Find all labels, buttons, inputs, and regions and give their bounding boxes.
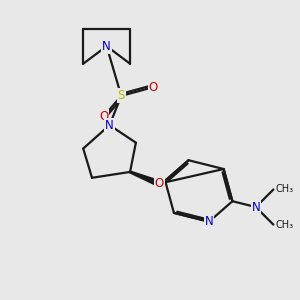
Text: N: N (205, 215, 213, 228)
Text: O: O (149, 81, 158, 94)
Polygon shape (130, 171, 160, 186)
Text: CH₃: CH₃ (276, 220, 294, 230)
Text: O: O (99, 110, 108, 123)
Text: O: O (155, 177, 164, 190)
Text: N: N (251, 200, 260, 214)
Text: N: N (105, 118, 114, 132)
Text: S: S (118, 89, 125, 102)
Text: CH₃: CH₃ (276, 184, 294, 194)
Text: N: N (102, 40, 111, 52)
